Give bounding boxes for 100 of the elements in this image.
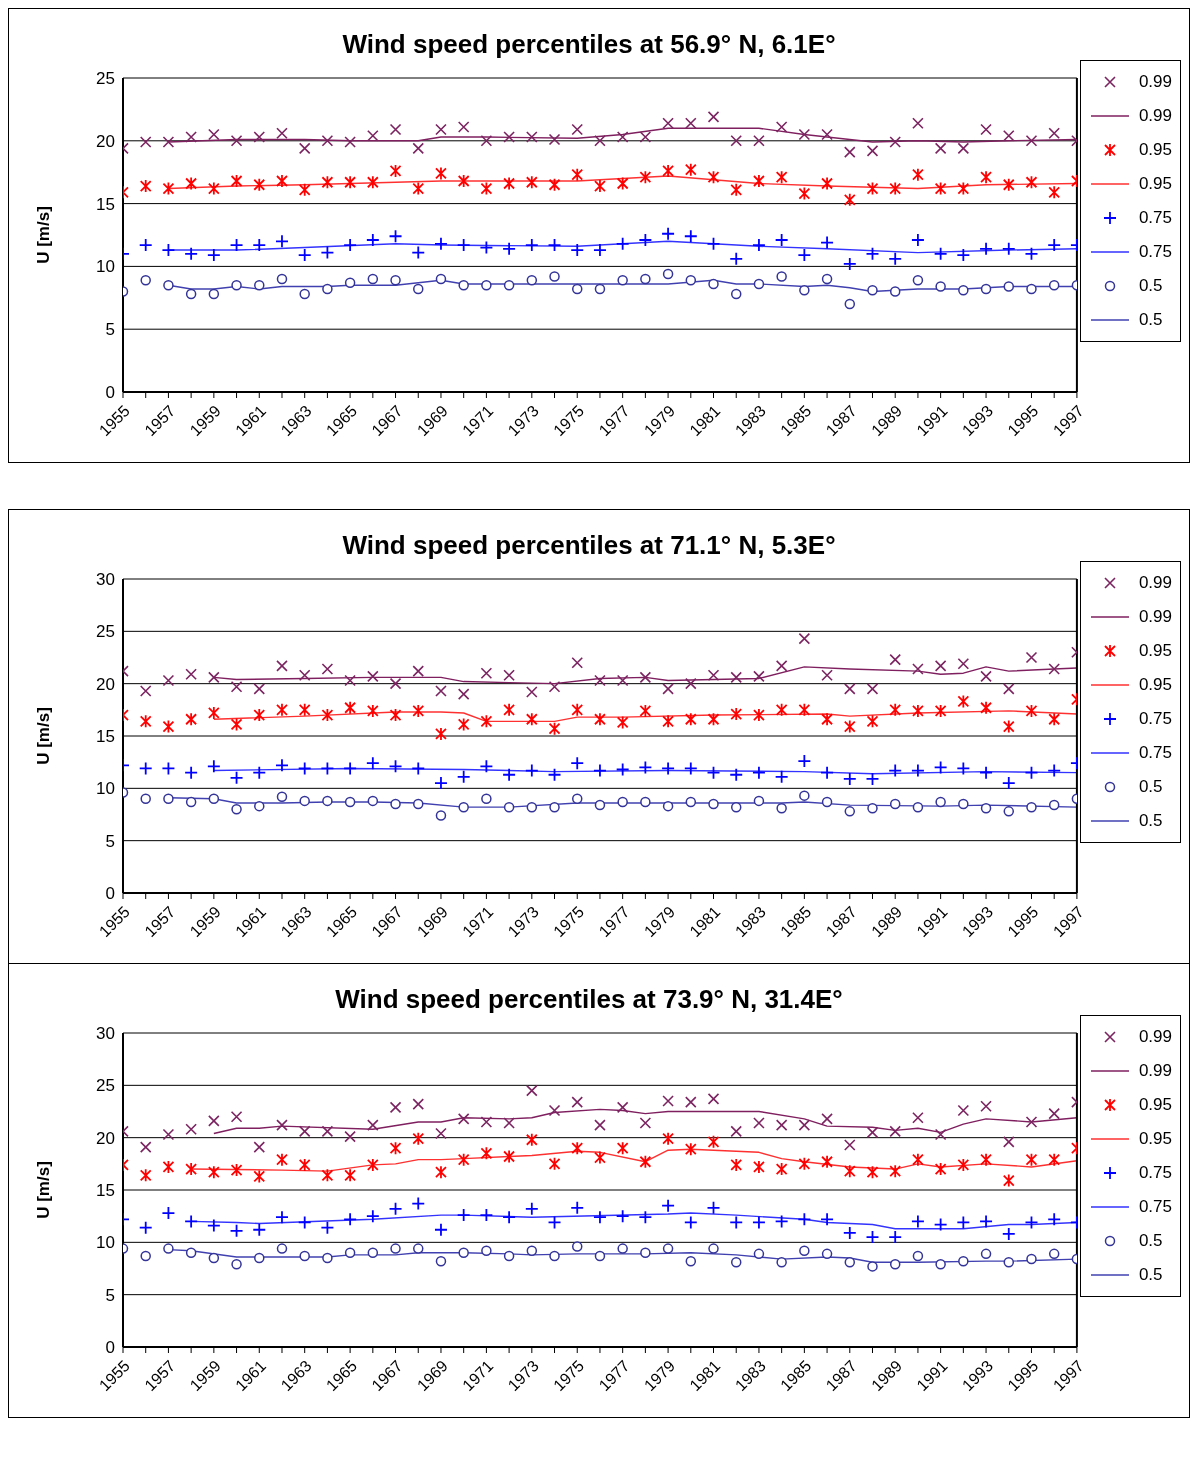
point — [184, 765, 199, 780]
point — [298, 669, 311, 682]
point — [413, 1243, 424, 1254]
point — [775, 1162, 788, 1176]
point — [367, 1247, 379, 1259]
point — [162, 136, 175, 148]
point — [480, 714, 493, 729]
point — [298, 702, 311, 717]
point — [594, 1150, 606, 1165]
point — [162, 1160, 175, 1174]
point — [753, 135, 765, 147]
point — [593, 763, 607, 778]
point — [526, 274, 538, 286]
legend-label: 0.99 — [1138, 1061, 1172, 1081]
legend-label: 0.95 — [1138, 1095, 1172, 1115]
point — [252, 765, 267, 780]
point — [958, 285, 969, 296]
point — [343, 238, 358, 252]
point — [707, 712, 720, 727]
point — [616, 1141, 629, 1156]
point — [184, 246, 199, 261]
point — [912, 1111, 924, 1124]
point — [502, 241, 516, 256]
point — [344, 1247, 356, 1259]
point — [161, 1206, 176, 1220]
point — [185, 712, 198, 727]
point — [1024, 246, 1039, 261]
point — [548, 177, 561, 192]
point — [161, 243, 176, 257]
point — [185, 796, 197, 808]
point — [321, 663, 334, 675]
point — [638, 233, 653, 247]
point — [1025, 175, 1038, 190]
point — [208, 793, 220, 805]
point — [344, 674, 356, 687]
y-tick-label: 25 — [96, 1076, 115, 1096]
point — [524, 1201, 539, 1216]
point — [388, 759, 403, 774]
point — [661, 761, 675, 776]
point — [752, 1215, 766, 1230]
point — [208, 288, 220, 300]
point — [1002, 1173, 1015, 1188]
point — [206, 1218, 221, 1233]
point — [140, 274, 151, 286]
point — [639, 131, 652, 143]
point — [843, 1164, 856, 1179]
point — [389, 708, 402, 722]
y-tick-label: 20 — [96, 131, 115, 151]
point — [594, 1119, 606, 1131]
point — [662, 117, 674, 130]
point — [548, 1104, 561, 1117]
point — [867, 285, 878, 296]
point — [434, 236, 448, 251]
legend-label: 0.5 — [1138, 777, 1163, 797]
point — [139, 1168, 152, 1183]
point — [411, 1196, 426, 1211]
point — [276, 127, 288, 140]
point — [616, 674, 629, 687]
point — [458, 279, 469, 291]
legend-label: 0.99 — [1138, 573, 1172, 593]
point — [390, 798, 401, 810]
point — [774, 233, 789, 247]
point — [980, 123, 992, 136]
point — [411, 761, 426, 776]
point — [706, 236, 721, 251]
point — [1048, 1107, 1060, 1120]
point — [935, 1259, 946, 1270]
point — [389, 1101, 402, 1114]
point — [912, 167, 924, 182]
point — [934, 1162, 947, 1176]
point — [1048, 185, 1061, 200]
point — [253, 177, 266, 192]
point — [889, 1125, 902, 1138]
legend-label: 0.99 — [1138, 72, 1172, 92]
point — [388, 1201, 403, 1216]
point — [662, 1243, 674, 1254]
point — [865, 772, 880, 786]
point — [933, 1217, 948, 1232]
point — [685, 796, 697, 808]
point — [390, 1243, 401, 1254]
point — [753, 670, 765, 683]
point — [322, 283, 333, 295]
point — [752, 238, 766, 252]
point — [411, 245, 426, 260]
point — [321, 708, 334, 722]
point — [299, 795, 310, 807]
point — [298, 182, 311, 197]
point — [161, 761, 176, 776]
point — [934, 181, 947, 196]
point — [298, 142, 311, 155]
point — [934, 142, 947, 155]
point — [435, 1165, 447, 1180]
y-tick-label: 15 — [96, 1181, 115, 1201]
point — [365, 1209, 380, 1224]
point — [775, 1119, 788, 1131]
point — [1026, 801, 1037, 813]
point — [435, 810, 447, 821]
point — [480, 135, 493, 147]
point — [276, 791, 288, 802]
point — [753, 174, 765, 188]
